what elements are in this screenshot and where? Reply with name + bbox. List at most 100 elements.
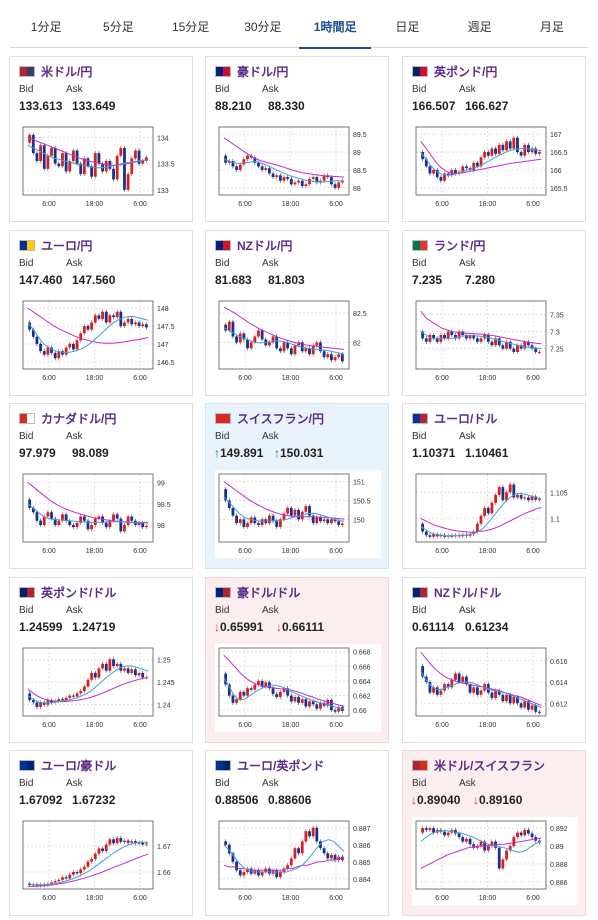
candle <box>137 522 141 525</box>
pair-name[interactable]: ランド/円 <box>434 238 486 253</box>
ma-short-line <box>27 665 149 704</box>
rate-card[interactable]: スイスフラン/円 Bid Ask ↑149.891 ↑150.031 151 150.5 15… <box>205 403 389 569</box>
pair-name[interactable]: 英ポンド/円 <box>434 64 498 79</box>
flag-icon <box>215 412 231 424</box>
candle <box>123 322 126 327</box>
rate-chart[interactable]: 1.25 1.245 1.24 6:00 18:00 6:00 <box>19 644 185 732</box>
rate-chart[interactable]: 1.67 1.66 6:00 18:00 6:00 <box>19 817 185 905</box>
rate-chart[interactable]: 0.892 0.89 0.888 0.886 6:00 18:00 6:00 <box>412 817 578 905</box>
pair-name[interactable]: NZドル/円 <box>237 238 293 253</box>
rate-card[interactable]: 英ポンド/円 Bid Ask 166.507 166.627 167 166.5 166 165… <box>402 56 586 222</box>
pair-name[interactable]: スイスフラン/円 <box>237 411 324 426</box>
candle <box>297 848 300 854</box>
pair-title[interactable]: 英ポンド/ドル <box>19 584 116 600</box>
rate-chart[interactable]: 167 166.5 166 165.5 6:00 18:00 6:00 <box>412 123 578 211</box>
candle <box>497 487 501 495</box>
tab-4[interactable]: 1時間足 <box>299 8 372 49</box>
pair-title[interactable]: 米ドル/スイスフラン <box>412 757 545 773</box>
pair-name[interactable]: 豪ドル/円 <box>237 64 289 79</box>
rate-card[interactable]: カナダドル/円 Bid Ask 97.979 98.089 99 98.5 98 6:00 18:… <box>9 403 193 569</box>
rate-card[interactable]: ユーロ/ドル Bid Ask 1.10371 1.10461 1.105 1.1 6:00 18… <box>402 403 586 569</box>
tab-2[interactable]: 15分足 <box>171 20 210 34</box>
rate-card[interactable]: 米ドル/円 Bid Ask 133.613 133.649 134 133.5 133 6:00… <box>9 56 193 222</box>
candle <box>322 519 326 522</box>
pair-name[interactable]: ユーロ/円 <box>41 238 93 253</box>
candle <box>297 696 300 703</box>
candle <box>134 669 137 676</box>
pair-name[interactable]: 英ポンド/ドル <box>41 585 117 600</box>
pair-name[interactable]: ユーロ/英ポンド <box>237 758 325 773</box>
rate-chart[interactable]: 0.668 0.666 0.664 0.662 0.66 6:00 18:00 6:00 <box>215 644 381 732</box>
tab-3[interactable]: 30分足 <box>244 20 282 34</box>
ask-value: 147.560 <box>72 273 116 287</box>
rate-chart[interactable]: 99 98.5 98 6:00 18:00 6:00 <box>19 470 185 558</box>
pair-title[interactable]: ランド/円 <box>412 237 485 253</box>
tab-7[interactable]: 月足 <box>539 20 564 34</box>
rate-chart[interactable]: 89.5 89 88.5 88 6:00 18:00 6:00 <box>215 123 381 211</box>
rate-chart[interactable]: 7.35 7.3 7.25 6:00 18:00 6:00 <box>412 297 578 385</box>
rate-chart[interactable]: 134 133.5 133 6:00 18:00 6:00 <box>19 123 185 211</box>
tab-1[interactable]: 5分足 <box>103 20 134 34</box>
pair-title[interactable]: ユーロ/豪ドル <box>19 757 116 773</box>
tab-6[interactable]: 週足 <box>467 20 492 34</box>
candle <box>282 342 286 352</box>
pair-name[interactable]: 米ドル/円 <box>41 64 93 79</box>
pair-name[interactable]: 米ドル/スイスフラン <box>434 758 545 773</box>
rate-card[interactable]: 英ポンド/ドル Bid Ask 1.24599 1.24719 1.25 1.245 1.24… <box>9 577 193 743</box>
candle <box>424 531 428 536</box>
bid-label: Bid <box>19 84 34 95</box>
pair-name[interactable]: NZドル/ドル <box>434 585 502 600</box>
candle <box>461 676 465 682</box>
candle <box>104 161 108 172</box>
rate-chart[interactable]: 1.105 1.1 6:00 18:00 6:00 <box>412 470 578 558</box>
rate-card[interactable]: 豪ドル/ドル Bid Ask ↓0.65991 ↓0.66111 0.668 0.666 0.… <box>205 577 389 743</box>
rate-card[interactable]: ランド/円 Bid Ask 7.235 7.280 7.35 7.3 7.25 6:00 18:0… <box>402 230 586 396</box>
pair-title[interactable]: 豪ドル/円 <box>215 63 288 79</box>
pair-title[interactable]: ユーロ/円 <box>19 237 92 253</box>
rate-chart[interactable]: 148 147.5 147 146.5 6:00 18:00 6:00 <box>19 297 185 385</box>
pair-title[interactable]: スイスフラン/円 <box>215 410 324 426</box>
rate-card[interactable]: NZドル/円 Bid Ask 81.683 81.803 82.5 82 6:00 18:00 6… <box>205 230 389 396</box>
rate-card[interactable]: ユーロ/豪ドル Bid Ask 1.67092 1.67232 1.67 1.66 6:00 1… <box>9 750 193 916</box>
candle <box>319 702 322 709</box>
candle <box>82 516 86 521</box>
rate-card[interactable]: NZドル/ドル Bid Ask 0.61114 0.61234 0.616 0.614 0.6… <box>402 577 586 743</box>
pair-name[interactable]: カナダドル/円 <box>41 411 117 426</box>
candle <box>315 517 319 524</box>
candle <box>446 173 450 176</box>
rate-card[interactable]: ユーロ/円 Bid Ask 147.460 147.560 148 147.5 147 146.… <box>9 230 193 396</box>
pair-title[interactable]: ユーロ/英ポンド <box>215 757 324 773</box>
pair-title[interactable]: 米ドル/円 <box>19 63 92 79</box>
rate-card[interactable]: ユーロ/英ポンド Bid Ask 0.88506 0.88606 0.887 0.886 0.… <box>205 750 389 916</box>
ask-value: 98.089 <box>72 446 109 460</box>
chart-frame <box>22 126 154 196</box>
candle <box>235 699 238 703</box>
candle <box>315 827 319 842</box>
pair-title[interactable]: ユーロ/ドル <box>412 410 497 426</box>
candle <box>501 345 505 349</box>
rate-card[interactable]: 米ドル/スイスフラン Bid Ask ↓0.89040 ↓0.89160 0.892 0.8… <box>402 750 586 916</box>
rate-chart[interactable]: 151 150.5 150 6:00 18:00 6:00 <box>215 470 381 558</box>
rate-card[interactable]: 豪ドル/円 Bid Ask 88.210 88.330 89.5 89 88.5 88 6:00 1… <box>205 56 389 222</box>
tab-5[interactable]: 日足 <box>395 20 420 34</box>
candle <box>534 348 538 352</box>
ask-label: Ask <box>66 778 83 789</box>
candle <box>289 178 293 185</box>
pair-name[interactable]: 豪ドル/ドル <box>237 585 301 600</box>
rate-chart[interactable]: 0.887 0.886 0.885 0.884 6:00 18:00 6:00 <box>215 817 381 905</box>
ask-label: Ask <box>262 778 279 789</box>
candle <box>42 516 46 525</box>
rate-chart[interactable]: 82.5 82 6:00 18:00 6:00 <box>215 297 381 385</box>
pair-title[interactable]: NZドル/ドル <box>412 584 501 600</box>
tab-0[interactable]: 1分足 <box>30 20 62 34</box>
pair-title[interactable]: NZドル/円 <box>215 237 292 253</box>
candle <box>501 859 505 869</box>
pair-name[interactable]: ユーロ/豪ドル <box>41 758 117 773</box>
pair-title[interactable]: 英ポンド/円 <box>412 63 497 79</box>
pair-title[interactable]: 豪ドル/ドル <box>215 584 300 600</box>
candle <box>97 848 101 854</box>
pair-name[interactable]: ユーロ/ドル <box>434 411 498 426</box>
pair-title[interactable]: カナダドル/円 <box>19 410 116 426</box>
y-tick-label: 133.5 <box>157 162 175 169</box>
rate-chart[interactable]: 0.616 0.614 0.612 6:00 18:00 6:00 <box>412 644 578 732</box>
